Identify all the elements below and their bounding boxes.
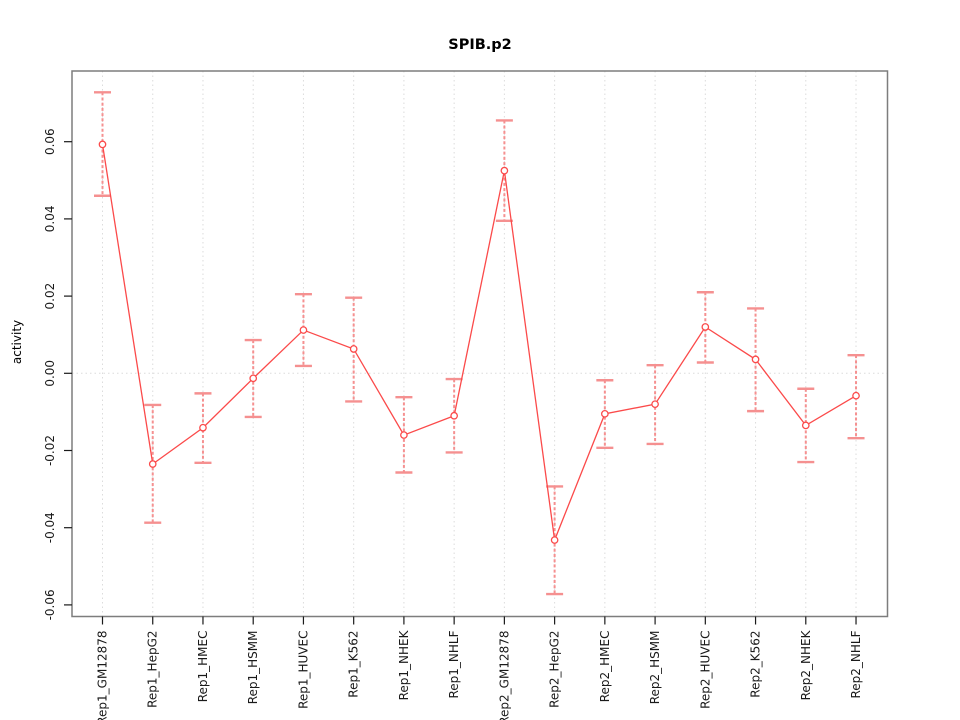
x-tick-label: Rep1_NHEK (397, 629, 411, 700)
y-tick-label: 0.02 (43, 283, 57, 310)
axes-layer: 0.06 0.04 0.02 0.00 -0.02 -0.04 -0.06 Rep1_GM12… (43, 70, 889, 720)
x-tick-label: Rep1_HUVEC (296, 631, 310, 709)
data-point-marker (701, 323, 710, 331)
data-point-marker (852, 391, 860, 400)
x-tick-label: Rep2_NHEK (799, 629, 813, 700)
x-tick-label: Rep1_K562 (347, 631, 361, 698)
x-tick-label: Rep1_NHLF (447, 630, 461, 698)
data-point-marker (148, 460, 157, 468)
y-tick-label: -0.04 (43, 512, 57, 543)
data-point-marker (249, 374, 258, 383)
data-point-marker (400, 431, 408, 439)
y-tick-label: -0.02 (43, 435, 57, 466)
series-line (101, 144, 857, 543)
x-tick-label: Rep1_HSMM (246, 631, 260, 705)
gridline-layer (72, 71, 888, 617)
x-tick-label: Rep2_GM12878 (497, 631, 511, 720)
x-tick-label: Rep1_GM12878 (96, 631, 110, 720)
data-point-marker (751, 355, 760, 364)
data-point-marker (299, 326, 308, 334)
x-tick-label: Rep2_K562 (749, 631, 763, 698)
data-point-marker (98, 140, 107, 149)
y-tick-label: 0.06 (43, 128, 57, 155)
y-tick-label: 0.04 (43, 206, 57, 233)
y-tick-label: 0.00 (43, 360, 57, 387)
data-point-marker (600, 409, 609, 418)
data-layer (94, 91, 865, 596)
chart-title: SPIB.p2 (448, 37, 512, 53)
x-tick-label: Rep1_HepG2 (146, 631, 160, 708)
data-point-marker (500, 166, 509, 175)
data-point-marker (199, 423, 207, 432)
x-tick-label: Rep2_HepG2 (548, 631, 562, 708)
x-tick-label: Rep2_HMEC (598, 631, 612, 703)
plot-box (71, 70, 889, 618)
data-point-marker (450, 411, 458, 420)
y-tick-label: -0.06 (43, 589, 57, 620)
data-point-marker (651, 400, 659, 409)
data-point-marker (550, 536, 559, 544)
data-point-marker (349, 345, 358, 353)
x-tick-label: Rep2_NHLF (849, 630, 863, 698)
x-tick-label: Rep2_HSMM (648, 631, 662, 705)
x-tick-label: Rep2_HUVEC (698, 631, 712, 709)
data-point-marker (801, 421, 810, 430)
y-axis-label: activity (10, 320, 24, 364)
x-tick-label: Rep1_HMEC (196, 631, 210, 703)
